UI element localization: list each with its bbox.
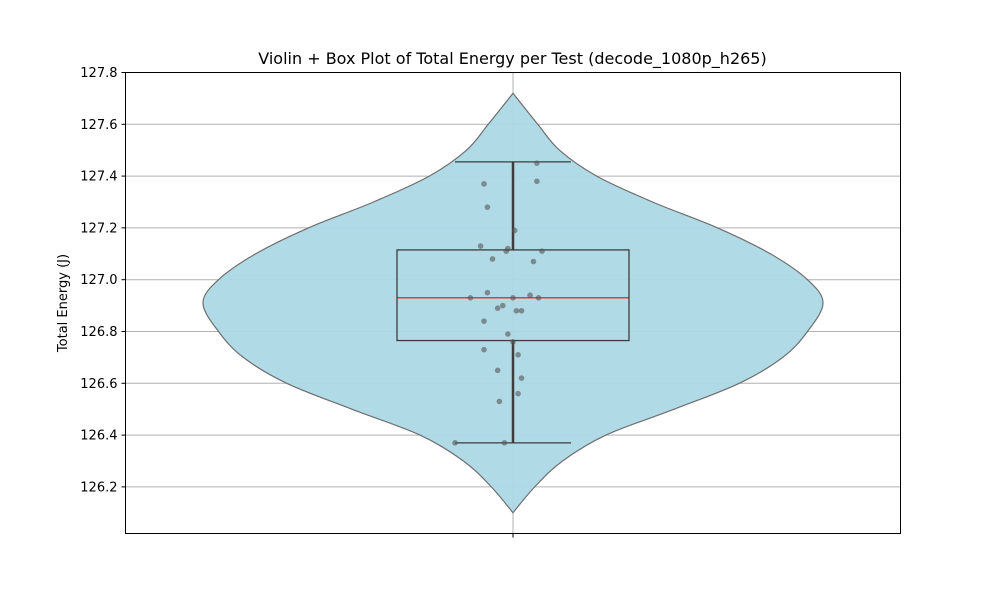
y-axis-label: Total Energy (J) [56, 254, 71, 353]
y-tick-label: 126.4 [80, 429, 117, 444]
data-point [477, 243, 484, 249]
y-tick-label: 127.2 [80, 221, 117, 236]
data-point [510, 295, 516, 301]
data-point [496, 398, 503, 405]
data-point [518, 307, 525, 314]
data-point [505, 331, 511, 337]
y-tick-label: 126.8 [80, 325, 117, 340]
data-point [484, 289, 491, 296]
data-point [518, 375, 525, 381]
data-point [481, 318, 487, 324]
data-point [494, 367, 501, 374]
data-point [530, 258, 537, 265]
y-tick-label: 127.6 [80, 118, 117, 133]
data-point [515, 390, 521, 397]
data-point [539, 248, 545, 255]
violin-body [202, 92, 824, 514]
data-point [510, 339, 516, 345]
y-tick-label: 127.0 [80, 273, 117, 288]
data-point [452, 440, 458, 446]
data-point [505, 245, 511, 252]
chart-title: Violin + Box Plot of Total Energy per Te… [258, 49, 766, 69]
violin [202, 92, 824, 514]
data-point [481, 346, 487, 353]
data-point [481, 181, 487, 187]
data-point [489, 256, 496, 262]
data-point [499, 302, 506, 309]
data-point [501, 440, 508, 446]
data-point [494, 305, 501, 311]
data-point [515, 351, 521, 358]
axes: 126.2 126.4 126.6 126.8 127.0 127.2 127.4 127.6… [80, 66, 514, 538]
data-point [534, 160, 540, 166]
y-tick-label: 127.4 [80, 170, 117, 185]
data-point [513, 307, 520, 314]
y-tick-label: 127.8 [80, 66, 117, 81]
data-point [534, 178, 540, 185]
y-tick-label: 126.6 [80, 377, 117, 392]
data-point [467, 295, 474, 301]
box-plot [396, 161, 630, 444]
data-points [452, 160, 545, 446]
data-point [535, 295, 542, 301]
data-point [511, 227, 518, 234]
data-point [484, 204, 491, 210]
y-tick-label: 126.2 [80, 480, 117, 495]
data-point [527, 292, 533, 299]
